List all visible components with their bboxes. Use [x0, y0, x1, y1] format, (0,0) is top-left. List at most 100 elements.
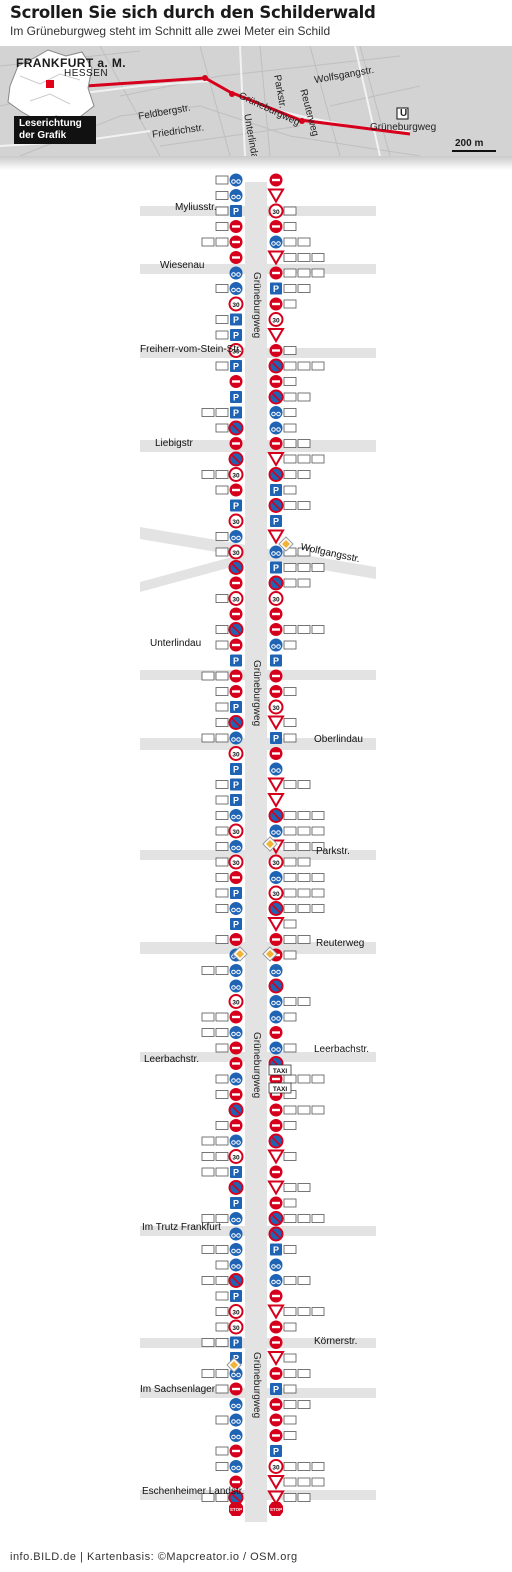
svg-text:P: P: [233, 1292, 239, 1302]
supplementary-sign-icon: [215, 1446, 229, 1456]
street-name-label-3: Grüneburgweg: [251, 1032, 262, 1099]
supplementary-sign-icon: [297, 904, 311, 913]
cross-street-leerbachstr-west: Leerbachstr.: [144, 1054, 200, 1065]
parking-sign-icon: [270, 654, 282, 667]
header: Scrollen Sie sich durch den Schilderwald…: [0, 0, 512, 46]
parking-sign-icon: [230, 778, 242, 791]
supplementary-sign-icon: [297, 439, 311, 448]
parking-sign-icon: [270, 515, 282, 527]
supplementary-sign-icon: [215, 485, 229, 495]
bike-path-sign-icon: [229, 1212, 243, 1225]
svg-text:P: P: [233, 656, 239, 666]
supplementary-sign-icon: [297, 935, 311, 944]
page-subtitle: Im Grüneburgweg steht im Schnitt alle zw…: [10, 24, 331, 38]
svg-text:30: 30: [272, 860, 280, 867]
svg-text:30: 30: [232, 1309, 240, 1316]
supplementary-sign-icon: [215, 1415, 229, 1425]
supplementary-sign-icon: [283, 1353, 297, 1363]
bike-path-sign-icon: [229, 1134, 243, 1148]
supplementary-sign-icon: [283, 547, 297, 557]
cross-street-wiesenau: Wiesenau: [160, 260, 205, 271]
supplementary-sign-icon: [283, 237, 297, 247]
supplementary-sign-icon: [311, 454, 325, 464]
svg-text:P: P: [273, 1385, 279, 1395]
supplementary-sign-icon: [297, 454, 311, 464]
svg-text:P: P: [273, 517, 279, 527]
cross-street-im-trutz-frankfurt: Im Trutz Frankfurt: [142, 1222, 221, 1233]
supplementary-sign-icon: [297, 997, 311, 1006]
supplementary-sign-icon: [283, 563, 297, 572]
supplementary-sign-icon: [215, 315, 229, 324]
supplementary-sign-icon: [283, 1074, 297, 1084]
svg-text:P: P: [233, 501, 239, 511]
supplementary-sign-icon: [297, 361, 311, 371]
supplementary-sign-icon: [297, 1276, 311, 1285]
supplementary-sign-icon: [215, 1369, 229, 1378]
svg-text:P: P: [273, 656, 279, 666]
parking-sign-icon: [230, 205, 242, 217]
frankfurt-inset-map: [7, 49, 95, 123]
supplementary-sign-icon: [283, 687, 297, 696]
supplementary-sign-icon: [215, 206, 229, 216]
supplementary-sign-icon: [215, 191, 229, 200]
supplementary-sign-icon: [215, 330, 229, 340]
supplementary-sign-icon: [215, 1152, 229, 1161]
supplementary-sign-icon: [215, 966, 229, 975]
svg-text:P: P: [233, 315, 239, 325]
svg-text:P: P: [233, 780, 239, 790]
svg-text:30: 30: [272, 317, 280, 324]
map-fade: [0, 156, 512, 170]
bike-path-sign-icon: [229, 731, 243, 745]
taxi-sign-icon: [268, 1064, 292, 1076]
taxi-sign-icon: [268, 1082, 292, 1094]
supplementary-sign-icon: [297, 578, 311, 588]
svg-text:P: P: [233, 362, 239, 372]
supplementary-sign-icon: [215, 780, 229, 789]
supplementary-sign-icon: [215, 873, 229, 882]
supplementary-sign-icon: [283, 1198, 297, 1208]
supplementary-sign-icon: [297, 1214, 311, 1223]
svg-text:30: 30: [232, 1154, 240, 1161]
reading-direction-box: Leserichtung der Grafik: [14, 116, 96, 144]
speed-limit-sign-icon: [228, 994, 244, 1009]
speed-limit-sign-icon: [228, 544, 244, 560]
supplementary-sign-icon: [215, 1322, 229, 1332]
parking-sign-icon: [230, 654, 242, 667]
yield-sign-icon: [267, 250, 285, 266]
supplementary-sign-icon: [311, 873, 325, 882]
svg-text:30: 30: [232, 1325, 240, 1332]
svg-text:P: P: [233, 1354, 239, 1364]
supplementary-sign-icon: [283, 299, 297, 309]
map-city-label: FRANKFURT a. M.: [16, 56, 126, 70]
main-road: [245, 182, 267, 1522]
supplementary-sign-icon: [215, 175, 229, 185]
bike-path-sign-icon: [229, 1429, 243, 1442]
yield-sign-icon: [267, 917, 285, 932]
bike-path-sign-icon: [269, 638, 283, 652]
supplementary-sign-icon: [215, 222, 229, 231]
supplementary-sign-icon: [283, 1276, 297, 1285]
supplementary-sign-icon: [215, 687, 229, 696]
supplementary-sign-icon: [201, 1338, 215, 1347]
supplementary-sign-icon: [297, 392, 311, 402]
svg-text:P: P: [233, 889, 239, 899]
supplementary-sign-icon: [201, 1136, 215, 1146]
svg-text:30: 30: [232, 472, 240, 479]
supplementary-sign-icon: [283, 392, 297, 402]
supplementary-sign-icon: [283, 408, 297, 417]
supplementary-sign-icon: [283, 640, 297, 650]
svg-text:30: 30: [232, 751, 240, 758]
speed-limit-sign-icon: [228, 823, 244, 839]
cross-street-leerbachstr-east: Leerbachstr.: [314, 1044, 370, 1055]
supplementary-sign-icon: [215, 361, 229, 371]
yield-sign-icon: [267, 1490, 285, 1506]
bike-path-sign-icon: [229, 282, 243, 295]
parking-sign-icon: [230, 763, 242, 775]
bike-path-sign-icon: [229, 809, 243, 822]
speed-limit-sign-icon: [268, 699, 284, 715]
supplementary-sign-icon: [297, 1400, 311, 1409]
yield-sign-icon: [267, 715, 285, 731]
supplementary-sign-icon: [201, 1214, 215, 1223]
supplementary-sign-icon: [283, 268, 297, 278]
parking-sign-icon: [230, 406, 242, 419]
